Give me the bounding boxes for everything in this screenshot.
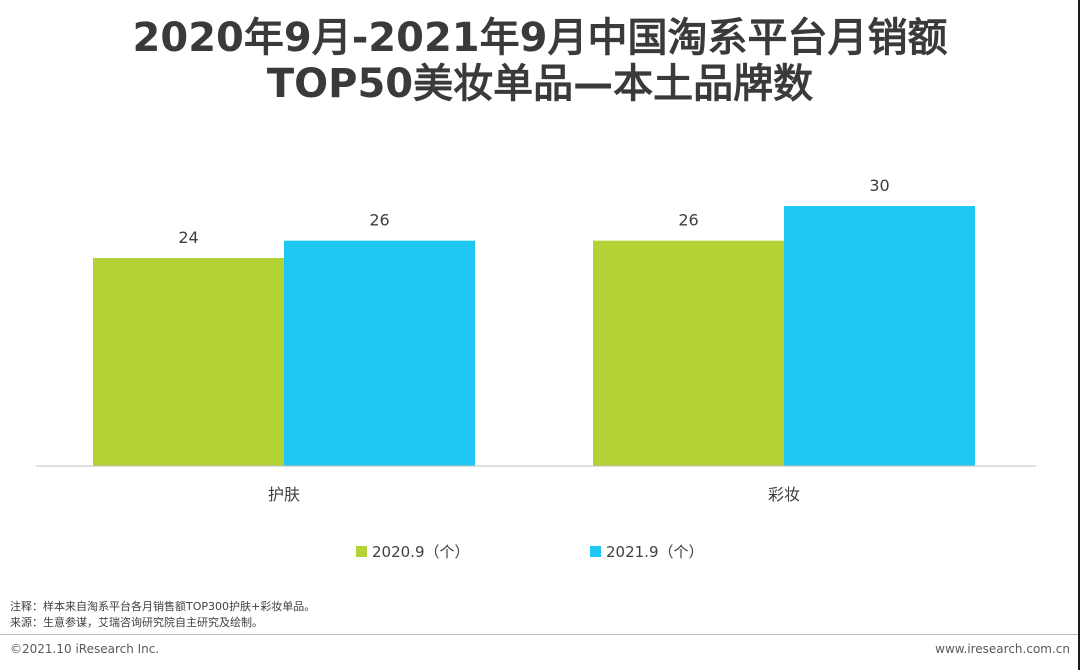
bar-彩妆-2020 xyxy=(593,240,784,466)
data-label-护肤-2021: 26 xyxy=(369,211,389,230)
legend: 2020.9（个） 2021.9（个） xyxy=(0,541,1080,565)
data-label-彩妆-2020: 26 xyxy=(678,211,698,230)
legend-swatch-2020 xyxy=(356,546,367,557)
data-label-护肤-2020: 24 xyxy=(178,228,198,247)
bar-护肤-2020 xyxy=(93,258,284,466)
chart-title-line1: 2020年9月-2021年9月中国淘系平台月销额 xyxy=(132,15,948,61)
source-note: 来源：生意参谋，艾瑞咨询研究院自主研究及绘制。 xyxy=(10,616,263,629)
data-label-彩妆-2021: 30 xyxy=(869,176,889,195)
category-label-护肤: 护肤 xyxy=(268,485,300,504)
bar-彩妆-2021 xyxy=(784,206,975,466)
bar-护肤-2021 xyxy=(284,240,475,466)
copyright: ©2021.10 iResearch Inc. xyxy=(10,642,160,656)
legend-swatch-2021 xyxy=(590,546,601,557)
footnote: 注释：样本来自淘系平台各月销售额TOP300护肤+彩妆单品。 xyxy=(10,600,316,613)
legend-item-2020: 2020.9（个） xyxy=(356,541,470,562)
legend-label-2021: 2021.9（个） xyxy=(606,543,704,561)
right-border xyxy=(1078,0,1080,670)
chart-title-line2: TOP50美妆单品—本土品牌数 xyxy=(266,61,814,107)
legend-item-2021: 2021.9（个） xyxy=(590,541,704,562)
legend-label-2020: 2020.9（个） xyxy=(372,543,470,561)
footer-divider xyxy=(0,634,1080,635)
category-label-彩妆: 彩妆 xyxy=(768,485,800,504)
website-link[interactable]: www.iresearch.com.cn xyxy=(935,642,1070,656)
